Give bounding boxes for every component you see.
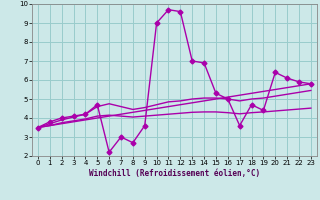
X-axis label: Windchill (Refroidissement éolien,°C): Windchill (Refroidissement éolien,°C) [89,169,260,178]
